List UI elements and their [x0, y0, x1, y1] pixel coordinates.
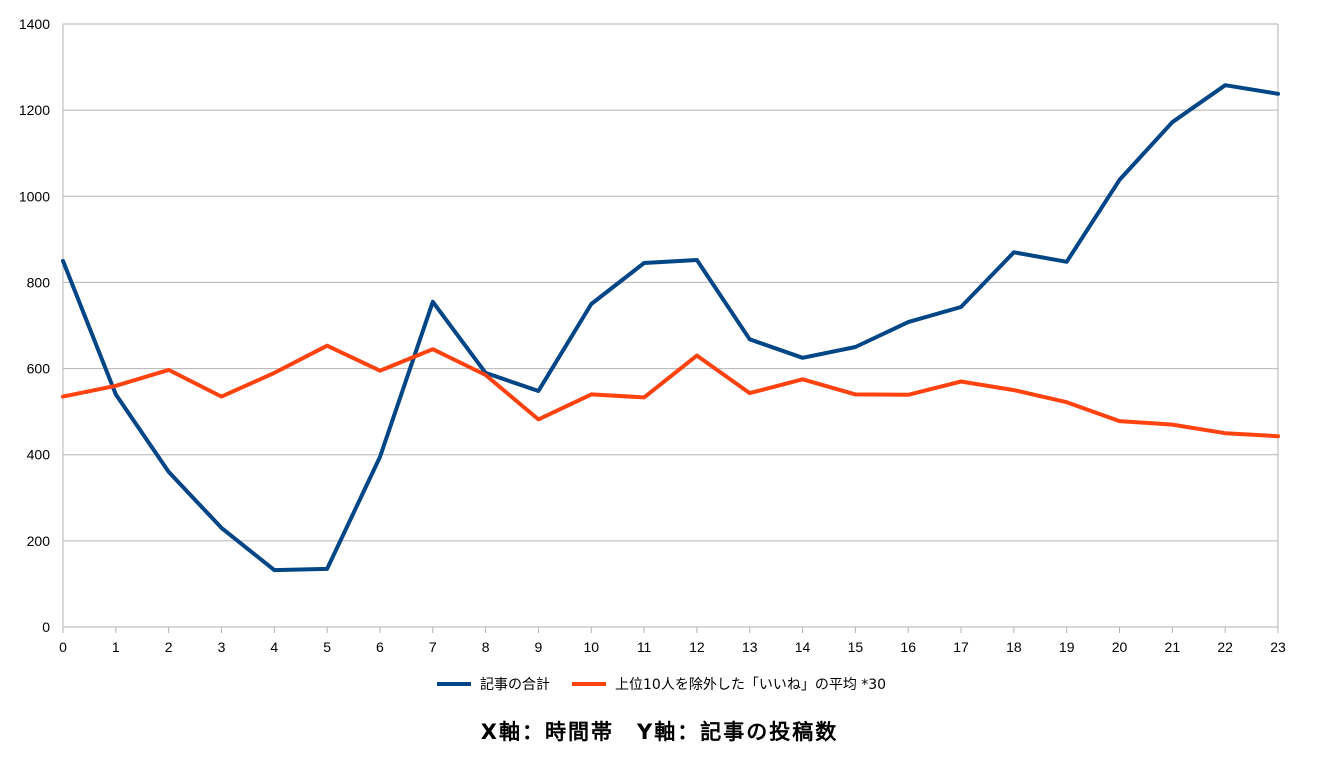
legend-item-1: 記事の合計 [437, 676, 550, 693]
y-axis-tick-labels: 0 200 400 600 800 1000 1200 1400 [19, 16, 50, 635]
x-tick-label: 9 [535, 639, 543, 655]
axis-caption: X軸：時間帯 Y軸：記事の投稿数 [480, 720, 839, 744]
x-tick-label: 22 [1217, 639, 1233, 655]
x-tick-label: 7 [429, 639, 437, 655]
x-tick-label: 16 [900, 639, 916, 655]
x-tick-label: 13 [742, 639, 758, 655]
x-tick-label: 0 [59, 639, 67, 655]
x-tick-label: 23 [1270, 639, 1286, 655]
x-tick-label: 1 [112, 639, 120, 655]
series-lines [61, 83, 1280, 573]
x-tick-label: 8 [482, 639, 490, 655]
y-tick-label: 0 [42, 619, 50, 635]
y-tick-label: 1200 [19, 102, 50, 118]
x-tick-label: 2 [165, 639, 173, 655]
x-tick-label: 12 [689, 639, 705, 655]
x-tick-label: 10 [583, 639, 599, 655]
legend-item-2: 上位10人を除外した「いいね」の平均 *30 [572, 677, 886, 693]
x-tick-label: 6 [376, 639, 384, 655]
series-line-2 [61, 343, 1280, 439]
x-axis-tick-labels: 0 1 2 3 4 5 6 7 8 9 10 11 12 13 14 15 16 17 18 19 20 21 22 23 [59, 639, 1286, 655]
y-tick-label: 600 [27, 361, 51, 377]
x-tick-label: 20 [1112, 639, 1128, 655]
x-tick-label: 15 [848, 639, 864, 655]
y-tick-label: 200 [27, 533, 51, 549]
y-tick-label: 400 [27, 447, 51, 463]
x-tick-label: 21 [1165, 639, 1181, 655]
x-tick-label: 14 [795, 639, 811, 655]
series-line-1 [61, 83, 1280, 573]
y-tick-label: 1000 [19, 188, 50, 204]
x-tick-label: 5 [323, 639, 331, 655]
axes [62, 24, 1279, 633]
legend-label: 記事の合計 [480, 676, 550, 693]
legend: 記事の合計 上位10人を除外した「いいね」の平均 *30 [437, 676, 886, 693]
x-tick-label: 17 [953, 639, 969, 655]
x-tick-label: 3 [218, 639, 226, 655]
x-tick-label: 18 [1006, 639, 1022, 655]
x-tick-label: 4 [270, 639, 278, 655]
gridlines [63, 23, 1278, 628]
legend-label: 上位10人を除外した「いいね」の平均 *30 [615, 677, 886, 693]
y-tick-label: 1400 [19, 16, 50, 32]
y-tick-label: 800 [27, 274, 51, 290]
x-tick-label: 11 [637, 639, 652, 655]
x-tick-label: 19 [1059, 639, 1075, 655]
